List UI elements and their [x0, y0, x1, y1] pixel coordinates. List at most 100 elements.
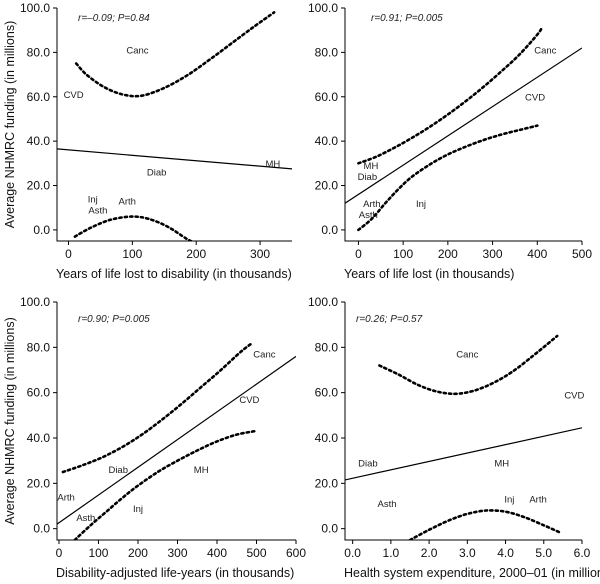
regression-line — [345, 427, 582, 481]
stat-annotation: r=0.91; P=0.005 — [371, 13, 443, 24]
x-tick-label: 500 — [572, 247, 592, 261]
y-tick-label: 60.0 — [315, 90, 339, 104]
x-tick-label: 300 — [250, 247, 270, 261]
x-tick-label: 200 — [128, 546, 148, 560]
y-tick-label: 20.0 — [315, 476, 339, 490]
y-tick-label: 20.0 — [27, 179, 51, 193]
panel-top-right: 0.0 20.0 40.0 60.0 80.0 100.0 0 100 200 300 400 500… — [308, 1, 592, 281]
ci-lower-curve — [357, 124, 539, 232]
data-point-canc: Canc — [253, 350, 275, 361]
x-axis-label: Health system expenditure, 2000–01 (in m… — [344, 566, 600, 580]
y-tick-label: 0.0 — [33, 522, 50, 536]
y-tick-label: 40.0 — [315, 431, 339, 445]
x-axis-label: Years of life lost (in thousands) — [344, 267, 514, 281]
data-point-asth: Asth — [378, 499, 397, 510]
y-tick-label: 80.0 — [27, 340, 51, 354]
data-point-cvd: CVD — [239, 395, 259, 406]
y-tick-label: 60.0 — [27, 386, 51, 400]
axes — [56, 302, 296, 541]
y-tick-label: 100.0 — [308, 295, 338, 309]
data-point-cvd: CVD — [64, 90, 84, 101]
panel-bottom-left: 0.0 20.0 40.0 60.0 80.0 100.0 0 100 200 300 400 500… — [3, 295, 306, 580]
y-tick-label: 20.0 — [315, 179, 339, 193]
data-point-asth: Asth — [88, 205, 107, 216]
data-point-arth: Arth — [57, 492, 74, 503]
ci-upper-curve — [74, 11, 276, 98]
ci-upper-curve — [378, 334, 559, 396]
plot-area — [345, 26, 582, 232]
x-axis-label: Disability-adjusted life-years (in thous… — [56, 566, 294, 580]
regression-line — [57, 148, 292, 170]
x-tick-label: 5.0 — [535, 546, 552, 560]
data-point-cvd: CVD — [525, 92, 545, 103]
data-point-arth: Arth — [363, 199, 380, 210]
x-tick-label: 300 — [167, 546, 187, 560]
data-point-diab: Diab — [358, 458, 378, 469]
data-point-inj: Inj — [88, 194, 98, 205]
x-tick-label: 400 — [527, 247, 547, 261]
x-tick-label: 0 — [56, 546, 63, 560]
x-tick-label: 200 — [438, 247, 458, 261]
y-tick-label: 40.0 — [315, 134, 339, 148]
regression-line — [345, 47, 582, 204]
data-point-canc: Canc — [126, 46, 148, 57]
x-tick-label: 4.0 — [497, 546, 514, 560]
y-tick-label: 40.0 — [27, 134, 51, 148]
data-point-inj: Inj — [504, 495, 514, 506]
x-tick-label: 1.0 — [383, 546, 400, 560]
y-tick-label: 0.0 — [33, 223, 50, 237]
panel-bottom-right: 0.0 20.0 40.0 60.0 80.0 100.0 0.0 1.0 2.0 3.0 4.0 5… — [308, 295, 600, 580]
x-tick-label: 6.0 — [574, 546, 591, 560]
data-point-diab: Diab — [358, 172, 378, 183]
data-point-canc: Canc — [534, 46, 556, 57]
x-tick-label: 500 — [246, 546, 266, 560]
data-point-mh: MH — [194, 465, 209, 476]
ci-lower-curve — [73, 429, 256, 540]
data-point-mh: MH — [265, 159, 280, 170]
y-axis-label: Average NHMRC funding (in millions) — [3, 21, 17, 228]
ci-lower-curve — [408, 509, 561, 540]
y-tick-label: 80.0 — [315, 340, 339, 354]
data-point-mh: MH — [494, 458, 509, 469]
x-tick-label: 3.0 — [459, 546, 476, 560]
plot-area — [345, 334, 582, 540]
plot-area — [57, 11, 292, 241]
plot-area — [57, 341, 296, 540]
ci-lower-curve — [73, 215, 194, 241]
y-tick-label: 60.0 — [315, 386, 339, 400]
y-tick-label: 80.0 — [315, 45, 339, 59]
y-tick-label: 0.0 — [321, 223, 338, 237]
data-point-asth: Asth — [76, 513, 95, 524]
x-tick-label: 0.0 — [344, 546, 361, 560]
data-point-diab: Diab — [108, 465, 128, 476]
x-tick-label: 200 — [186, 247, 206, 261]
x-axis-label: Years of life lost to disability (in tho… — [56, 267, 292, 281]
x-tick-label: 100 — [88, 546, 108, 560]
axes — [344, 302, 582, 541]
stat-annotation: r=0.26; P=0.57 — [356, 314, 423, 325]
data-point-cvd: CVD — [564, 390, 584, 401]
x-tick-label: 300 — [483, 247, 503, 261]
y-tick-label: 20.0 — [27, 476, 51, 490]
data-point-inj: Inj — [416, 199, 426, 210]
stat-annotation: r=0.90; P=0.005 — [78, 314, 150, 325]
y-tick-label: 80.0 — [27, 45, 51, 59]
y-tick-label: 100.0 — [20, 295, 50, 309]
y-tick-label: 100.0 — [308, 1, 338, 15]
data-point-mh: MH — [364, 161, 379, 172]
y-tick-label: 0.0 — [321, 522, 338, 536]
x-tick-label: 0 — [355, 247, 362, 261]
x-tick-label: 100 — [122, 247, 142, 261]
x-tick-label: 100 — [393, 247, 413, 261]
axes — [56, 8, 292, 242]
stat-annotation: r=–0.09; P=0.84 — [78, 13, 150, 24]
data-point-canc: Canc — [456, 350, 478, 361]
panel-top-left: 0.0 20.0 40.0 60.0 80.0 100.0 0 100 200 300 Years … — [3, 1, 292, 281]
x-tick-label: 0 — [65, 247, 72, 261]
axes — [344, 8, 582, 242]
data-point-arth: Arth — [529, 495, 546, 506]
data-point-diab: Diab — [147, 168, 167, 179]
ci-upper-curve — [357, 26, 544, 165]
y-tick-label: 40.0 — [27, 431, 51, 445]
